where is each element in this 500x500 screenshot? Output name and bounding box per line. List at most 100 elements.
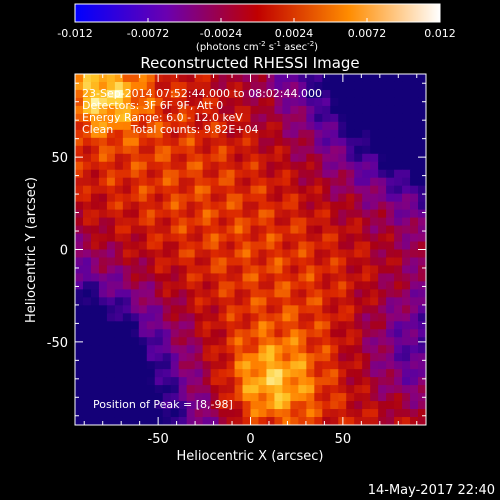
- heatmap-cell: [186, 289, 196, 298]
- heatmap-cell: [290, 105, 299, 115]
- heatmap-cell: [242, 161, 252, 171]
- colorbar-tick-labels: -0.012 -0.0072 -0.0024 0.0024 0.0072 0.012: [57, 27, 455, 40]
- heatmap-cell: [130, 361, 140, 370]
- heatmap-cell: [178, 345, 188, 354]
- heatmap-cell: [266, 74, 276, 83]
- heatmap-cell: [114, 121, 124, 131]
- heatmap-cell: [410, 257, 419, 267]
- heatmap-cell: [410, 74, 419, 83]
- heatmap-cell: [378, 161, 387, 171]
- heatmap-cell: [218, 217, 228, 227]
- heatmap-cell: [122, 313, 132, 322]
- heatmap-cell: [322, 273, 331, 283]
- heatmap-cell: [402, 113, 411, 123]
- heatmap-cell: [138, 74, 148, 83]
- heatmap-cell: [114, 313, 124, 322]
- heatmap-cell: [250, 305, 260, 314]
- heatmap-cell: [362, 113, 371, 123]
- heatmap-cell: [194, 81, 204, 91]
- heatmap-cell: [154, 273, 164, 283]
- heatmap-cell: [122, 113, 132, 123]
- heatmap-cell: [266, 281, 276, 290]
- heatmap-cell: [106, 305, 116, 314]
- heatmap-cell: [370, 121, 379, 131]
- heatmap-cell: [98, 329, 108, 338]
- heatmap-cell: [354, 169, 363, 179]
- heatmap-cell: [170, 281, 180, 290]
- colorbar-tick-label: 0.0024: [275, 27, 314, 40]
- heatmap-cell: [266, 313, 276, 322]
- heatmap-cell: [378, 241, 387, 251]
- heatmap-cell: [202, 81, 212, 91]
- heatmap-cell: [370, 401, 379, 410]
- heatmap-cell: [314, 153, 323, 163]
- heatmap-cell: [90, 305, 100, 314]
- heatmap-cell: [82, 337, 92, 346]
- heatmap-cell: [90, 185, 100, 195]
- heatmap-cell: [282, 289, 291, 298]
- heatmap-cell: [354, 297, 363, 306]
- heatmap-cell: [362, 233, 371, 243]
- heatmap-cell: [370, 417, 379, 425]
- heatmap-cell: [202, 361, 212, 370]
- heatmap-cell: [234, 417, 244, 425]
- heatmap-cell: [210, 161, 220, 171]
- heatmap-cell: [250, 417, 260, 425]
- heatmap-cell: [194, 153, 204, 163]
- heatmap-cell: [298, 321, 307, 330]
- heatmap-cell: [394, 161, 403, 171]
- heatmap-cell: [290, 313, 299, 322]
- heatmap-cell: [354, 89, 363, 99]
- heatmap-cell: [194, 345, 204, 354]
- heatmap-cell: [194, 209, 204, 219]
- heatmap-cell: [242, 89, 252, 99]
- heatmap-cell: [90, 121, 100, 131]
- heatmap-cell: [90, 321, 100, 330]
- heatmap-cell: [290, 281, 299, 290]
- heatmap-cell: [178, 217, 188, 227]
- heatmap-cell: [402, 193, 411, 203]
- heatmap-cell: [218, 321, 228, 330]
- heatmap-cell: [178, 409, 188, 418]
- heatmap-cell: [378, 313, 387, 322]
- heatmap-cell: [90, 281, 100, 290]
- heatmap-cell: [298, 81, 307, 91]
- heatmap-cell: [162, 241, 172, 251]
- y-tick-label: 50: [51, 151, 68, 166]
- heatmap-cell: [274, 185, 284, 195]
- heatmap-cell: [378, 353, 387, 362]
- heatmap-cell: [314, 89, 323, 99]
- heatmap-cell: [314, 241, 323, 251]
- heatmap-cell: [130, 121, 140, 131]
- heatmap-cell: [82, 401, 92, 410]
- heatmap-cell: [218, 121, 228, 131]
- heatmap-cell: [218, 81, 228, 91]
- heatmap-cell: [82, 97, 92, 107]
- heatmap-cell: [242, 233, 252, 243]
- heatmap-cell: [218, 89, 228, 99]
- heatmap-cell: [330, 161, 339, 171]
- heatmap-cell: [202, 345, 212, 354]
- heatmap-cell: [314, 113, 323, 123]
- heatmap-cell: [170, 105, 180, 115]
- heatmap-cell: [75, 185, 84, 195]
- heatmap-cell: [218, 241, 228, 251]
- heatmap-cell: [170, 121, 180, 131]
- heatmap-cell: [75, 249, 84, 259]
- heatmap-cell: [258, 129, 268, 139]
- heatmap-cell: [402, 137, 411, 147]
- heatmap-cell: [362, 74, 371, 83]
- heatmap-cell: [402, 361, 411, 370]
- heatmap-cell: [298, 233, 307, 243]
- heatmap-cell: [258, 89, 268, 99]
- heatmap-cell: [402, 289, 411, 298]
- heatmap-cell: [418, 185, 426, 195]
- heatmap-cell: [82, 74, 92, 83]
- heatmap-cell: [282, 257, 291, 267]
- heatmap-cell: [250, 225, 260, 235]
- heatmap-cell: [130, 345, 140, 354]
- heatmap-cell: [282, 337, 291, 346]
- heatmap-cell: [114, 74, 124, 83]
- heatmap-cell: [354, 385, 363, 394]
- heatmap-cell: [226, 249, 236, 259]
